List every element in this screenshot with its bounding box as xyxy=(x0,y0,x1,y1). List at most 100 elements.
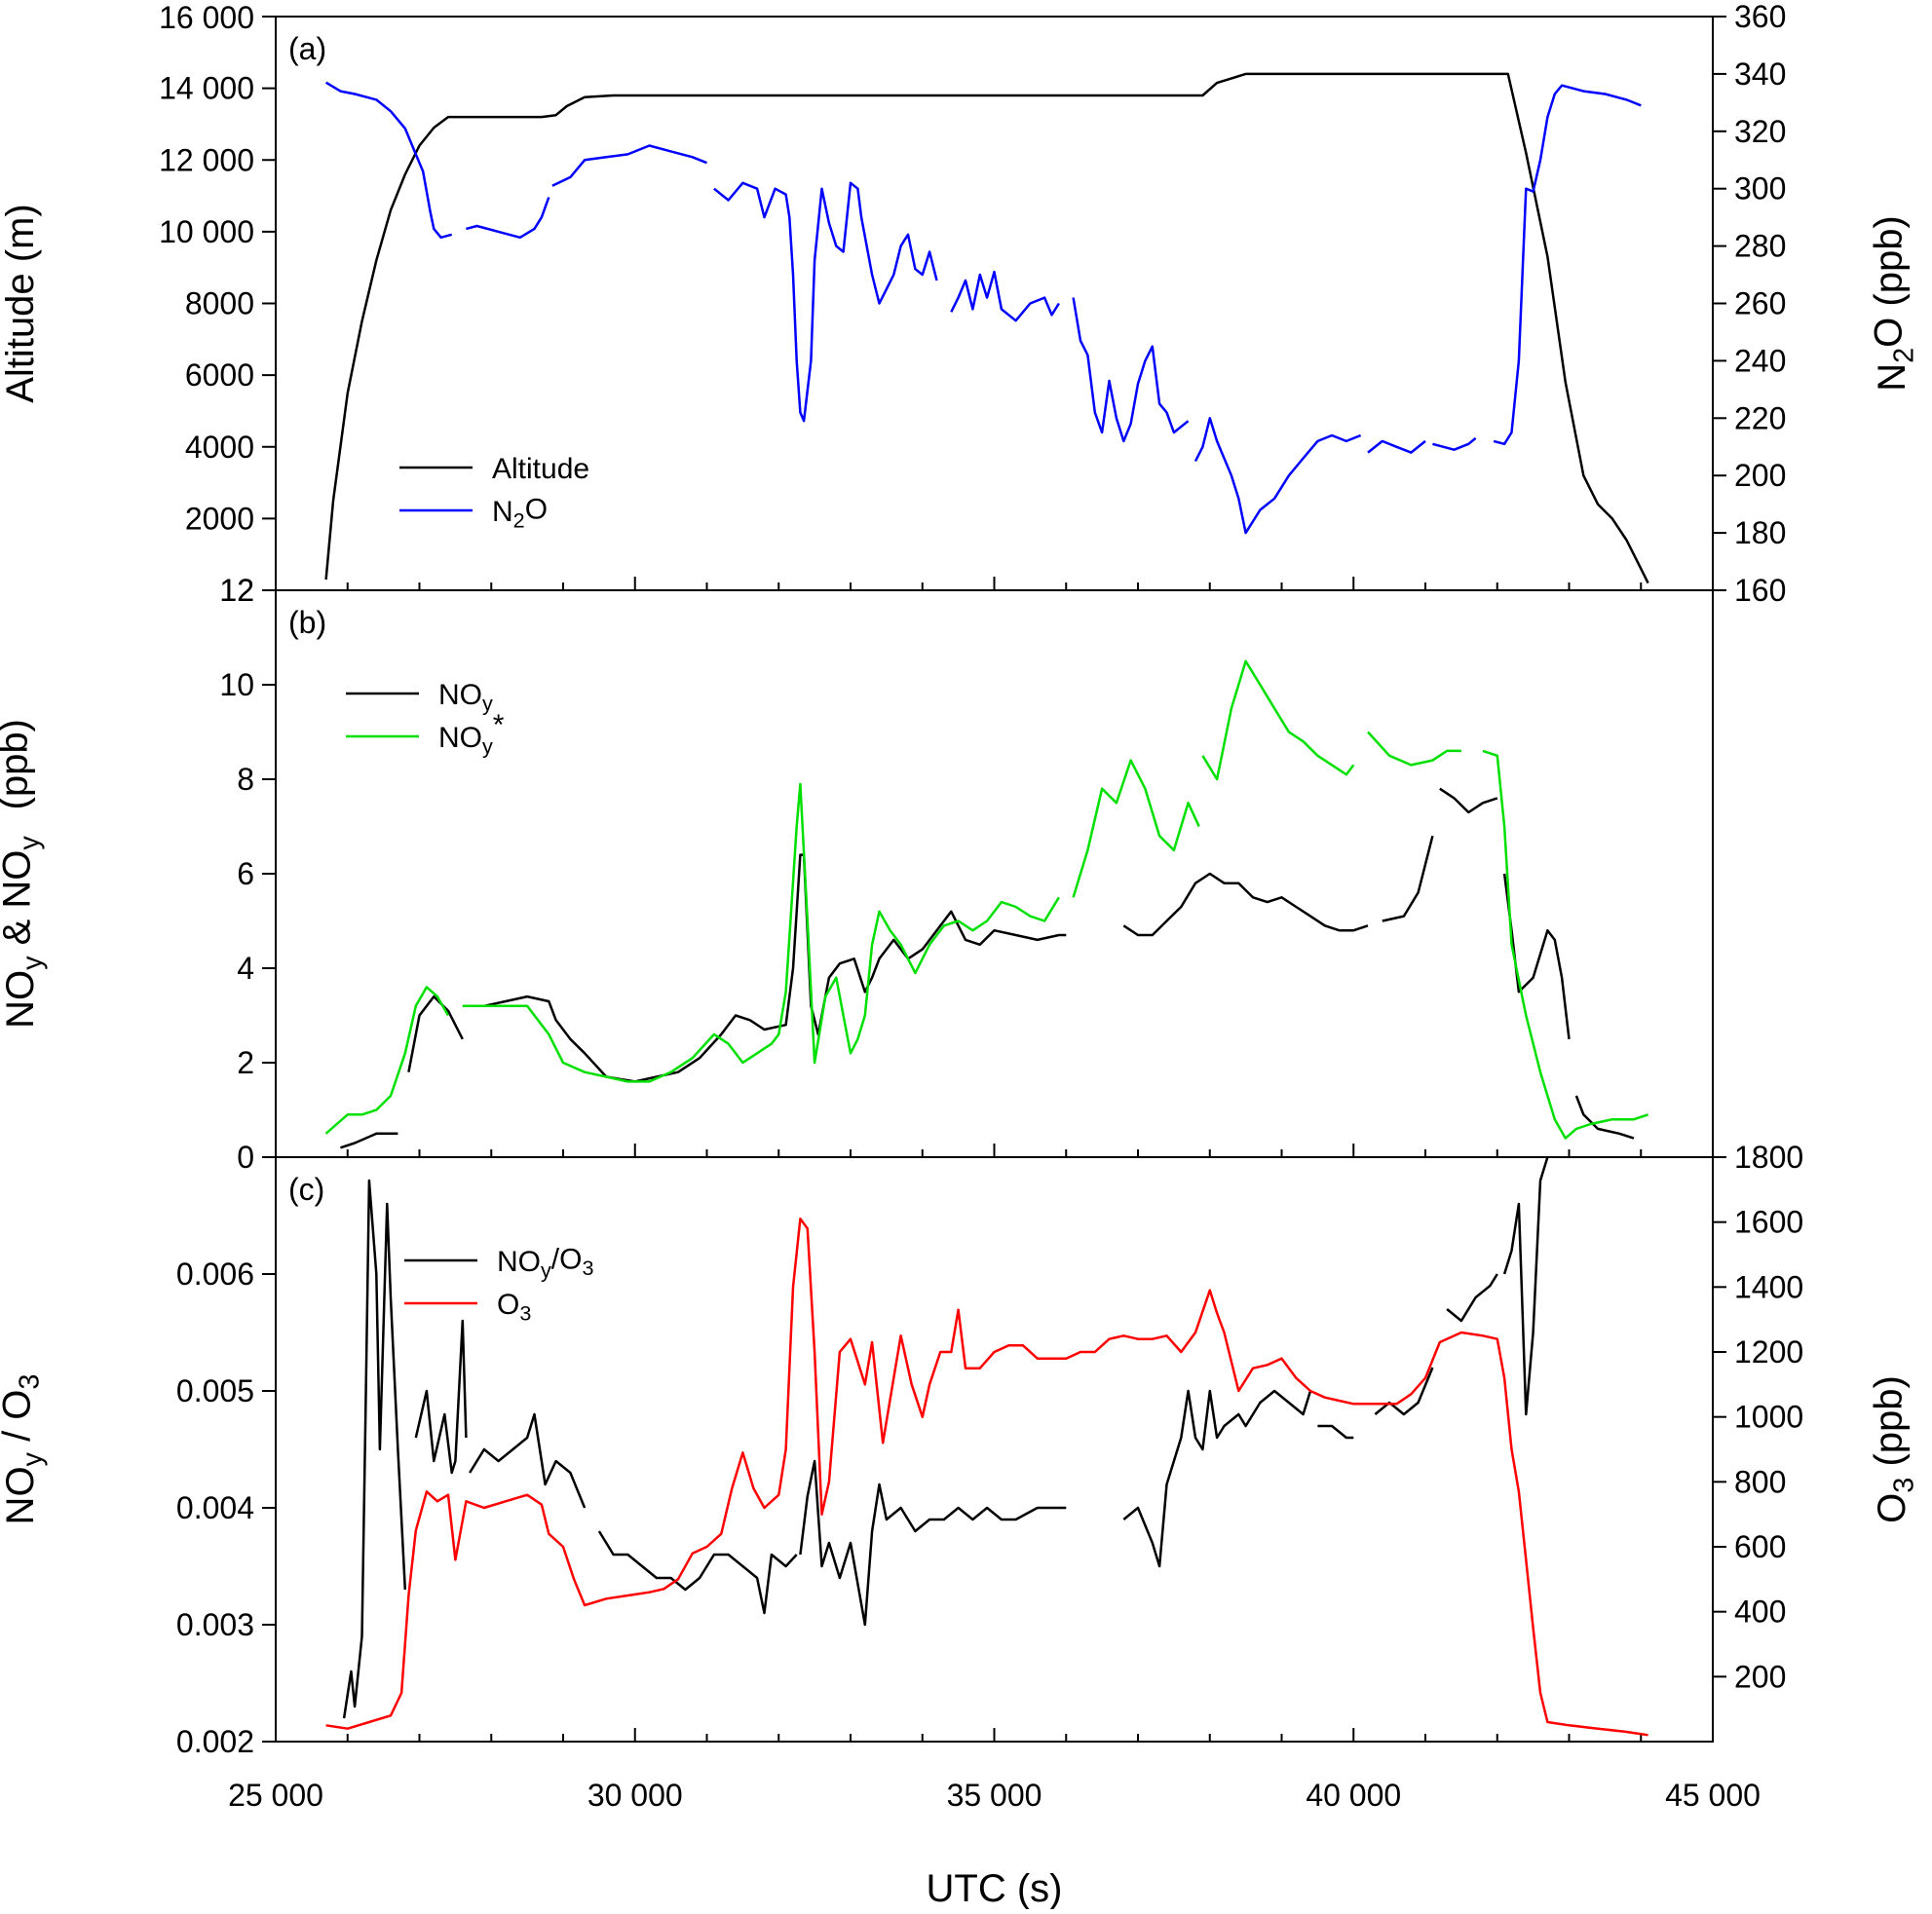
y-right-tick-label: 200 xyxy=(1734,1659,1786,1694)
y-right-tick-label: 1000 xyxy=(1734,1400,1803,1435)
series-line xyxy=(342,1179,407,1719)
series-line xyxy=(713,181,938,423)
series-line xyxy=(1072,297,1190,443)
series-line xyxy=(1072,759,1200,898)
y-tick-label: 0.003 xyxy=(176,1607,254,1642)
series-line xyxy=(469,1412,587,1509)
legend-label: N2O xyxy=(492,493,548,532)
y-tick-label: 6 xyxy=(237,856,254,891)
y-axis-title: NOy / O3 xyxy=(0,1374,49,1525)
series-line xyxy=(1446,1273,1498,1323)
y-tick-label: 0.004 xyxy=(176,1490,254,1525)
series-line xyxy=(324,986,450,1135)
y-axis-title: Altitude (m) xyxy=(0,204,42,403)
panel-label: (c) xyxy=(288,1172,324,1207)
series-line xyxy=(414,1319,468,1475)
series-line xyxy=(1367,439,1426,454)
series-line xyxy=(324,72,1649,584)
x-tick-label: 40 000 xyxy=(1306,1778,1401,1813)
legend-label: NOy xyxy=(438,679,493,715)
series-line xyxy=(324,81,453,240)
y-tick-label: 8000 xyxy=(185,286,254,321)
panel-a: 12 2000 4000 6000 8000 10 000 12 000 14 000 16 0… xyxy=(0,0,1920,608)
y-right-tick-label: 200 xyxy=(1734,458,1786,493)
y-axis-title: NOy & NOy* (ppb) xyxy=(0,719,49,1029)
y-tick-label: 12 xyxy=(219,573,254,608)
y-right-tick-label: 260 xyxy=(1734,286,1786,321)
series-line xyxy=(1439,787,1498,814)
series-line xyxy=(1482,749,1648,1140)
series-line xyxy=(1374,1367,1434,1416)
y-tick-label: 16 000 xyxy=(159,0,254,35)
y-tick-label: 0.002 xyxy=(176,1724,254,1759)
series-line xyxy=(466,197,550,240)
series-line xyxy=(1502,1156,1549,1416)
series-line xyxy=(1201,659,1355,781)
series-line xyxy=(1193,417,1362,535)
y-right-tick-label: 800 xyxy=(1734,1464,1786,1499)
x-tick-label: 25 000 xyxy=(228,1778,323,1813)
series-line xyxy=(325,1218,1648,1737)
y-tick-label: 2 xyxy=(237,1045,254,1080)
y-tick-label: 10 xyxy=(219,667,254,702)
y-right-tick-label: 220 xyxy=(1734,400,1786,435)
x-axis-title: UTC (s) xyxy=(927,1867,1063,1909)
panel-frame xyxy=(275,1156,1714,1743)
series-line xyxy=(799,1459,1067,1627)
y-right-tick-label: 1800 xyxy=(1734,1140,1803,1175)
y-right-tick-label: 300 xyxy=(1734,171,1786,206)
y-tick-label: 10 000 xyxy=(159,214,254,249)
legend-label: O3 xyxy=(497,1289,531,1325)
y-tick-label: 6000 xyxy=(185,357,254,393)
series-line xyxy=(462,782,1060,1083)
series-line xyxy=(1367,731,1461,767)
y-right-tick-label: 600 xyxy=(1734,1529,1786,1564)
y-right-tick-label: 240 xyxy=(1734,343,1786,378)
series-line xyxy=(950,270,1060,322)
y-tick-label: 4 xyxy=(237,951,254,986)
y-right-tick-label: 320 xyxy=(1734,114,1786,149)
legend-label: Altitude xyxy=(492,453,589,485)
y-tick-label: 0.006 xyxy=(176,1257,254,1292)
y-tick-label: 0.005 xyxy=(176,1373,254,1408)
y-right-tick-label: 280 xyxy=(1734,229,1786,264)
y-tick-label: 8 xyxy=(237,762,254,797)
series-line xyxy=(551,144,707,187)
series-line xyxy=(1317,1424,1354,1440)
y-tick-label: 12 xyxy=(219,573,254,608)
x-axis: 25 000 30 000 35 000 40 000 45 000 UTC (s) xyxy=(228,1778,1761,1910)
panel-label: (a) xyxy=(288,31,326,66)
legend-label: NOy/O3 xyxy=(497,1243,594,1282)
y-right-tick-label: 1600 xyxy=(1734,1205,1803,1240)
y-tick-label: 0 xyxy=(237,1140,254,1175)
y-tick-label: 2000 xyxy=(185,501,254,536)
series-line xyxy=(1122,1389,1312,1568)
panel-label: (b) xyxy=(288,605,326,640)
x-tick-label: 35 000 xyxy=(947,1778,1042,1813)
legend-label: NOy* xyxy=(438,709,505,759)
y-tick-label: 14 000 xyxy=(159,71,254,106)
series-line xyxy=(1502,873,1571,1039)
series-line xyxy=(1122,872,1369,937)
y-right-tick-label: 160 xyxy=(1734,573,1786,608)
y-right-axis-title: N2O (ppb) xyxy=(1868,215,1920,392)
y-right-tick-label: 400 xyxy=(1734,1595,1786,1630)
series-line xyxy=(1432,436,1477,451)
y-right-tick-label: 360 xyxy=(1734,0,1786,34)
series-line xyxy=(1382,835,1434,922)
y-tick-label: 4000 xyxy=(185,430,254,465)
y-tick-label: 12 000 xyxy=(159,142,254,177)
series-line xyxy=(407,995,464,1072)
series-line xyxy=(597,1530,798,1615)
y-right-tick-label: 1200 xyxy=(1734,1334,1803,1370)
y-right-axis-title: O3 (ppb) xyxy=(1868,1375,1920,1523)
series-line xyxy=(340,1132,398,1149)
y-right-tick-label: 1400 xyxy=(1734,1269,1803,1304)
y-right-tick-label: 340 xyxy=(1734,56,1786,92)
x-tick-label: 45 000 xyxy=(1665,1778,1761,1813)
series-line xyxy=(1574,1095,1635,1140)
y-right-tick-label: 180 xyxy=(1734,515,1786,550)
